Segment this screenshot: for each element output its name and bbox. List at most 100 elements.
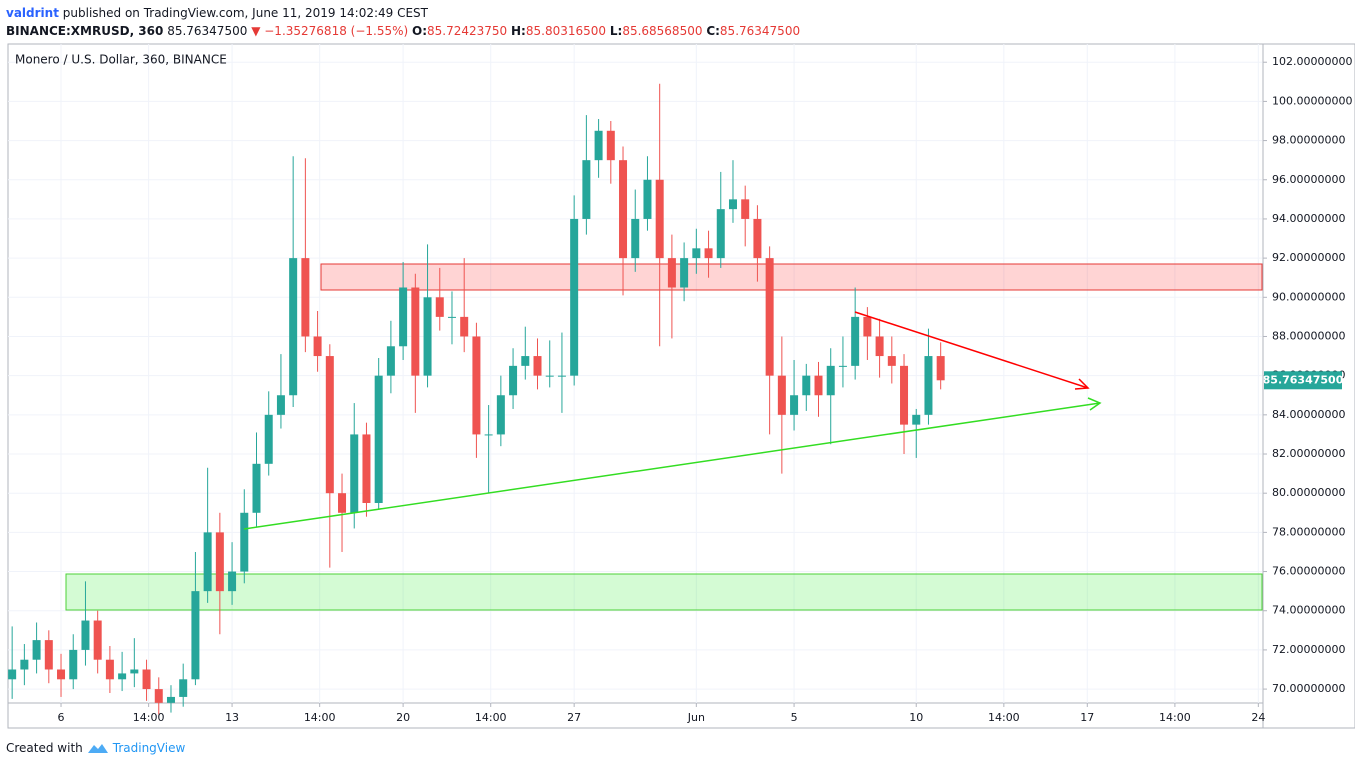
created-with: Created with [6,741,83,755]
candle-body [460,316,469,337]
candle-body [264,414,273,464]
x-tick-label: Jun [687,711,705,724]
candle-body [631,218,640,259]
candle-body [594,130,603,161]
candle-body [289,258,298,396]
candle-body [435,297,444,317]
candle-body [582,160,591,219]
quote-key: L: [609,24,623,38]
price-tag-label: 85.76347500 [1263,373,1344,386]
candle-body [142,669,151,690]
x-tick-label: 20 [396,711,410,724]
candle-body [704,248,713,259]
candle-body [496,395,505,435]
candle-body [484,434,493,436]
candle-body [900,365,909,425]
candle-body [692,248,701,259]
candle-body [826,365,835,396]
candle-body [215,532,224,592]
candle-body [69,649,78,680]
x-tick-label: 24 [1251,711,1265,724]
chart: Monero / U.S. Dollar, 360, BINANCE 70.00… [7,43,1355,729]
candle-body [32,640,41,660]
candle-body [875,336,884,357]
x-tick-label: 10 [909,711,923,724]
candle-body [619,160,628,259]
x-tick-label: 27 [567,711,581,724]
y-tick-label: 102.00000000 [1272,55,1352,68]
candle-body [374,375,383,503]
symbol: BINANCE:XMRUSD, 360 [6,24,164,38]
support-trendline [243,402,1101,530]
quote-line: BINANCE:XMRUSD, 360 85.76347500 ▼ −1.352… [6,22,800,40]
candle-body [533,356,542,376]
candle-body [545,375,554,377]
candle-body [44,640,53,670]
candle-body [765,258,774,376]
candle-body [276,395,285,415]
candle-body [362,434,371,503]
candle-body [936,356,945,381]
candle-body [887,356,896,366]
candle-body [863,316,872,337]
candle-body [423,297,432,376]
candle-body [777,375,786,415]
y-tick-label: 70.00000000 [1272,682,1345,695]
candle-body [728,199,737,210]
y-tick-label: 78.00000000 [1272,525,1345,538]
candle-body [350,434,359,513]
quote-value: 85.68568500 [622,24,703,38]
footer: Created with TradingView [6,741,185,755]
candle-body [240,512,249,572]
y-tick-label: 96.00000000 [1272,173,1345,186]
quote-key: H: [511,24,526,38]
candle-body [741,199,750,219]
y-tick-label: 98.00000000 [1272,134,1345,147]
x-tick-label: 17 [1080,711,1094,724]
quote-value: 85.72423750 [427,24,508,38]
y-tick-label: 84.00000000 [1272,408,1345,421]
resistance-trendline [854,311,1089,389]
quote-value: 85.80316500 [525,24,607,38]
ohlc-quote: O:85.72423750 H:85.80316500 L:85.6856850… [412,24,800,38]
logo [87,744,108,753]
candle-body [643,179,652,219]
price-tag [1264,371,1342,390]
candle-body [753,218,762,259]
candle-body [802,375,811,396]
candle-body [20,659,29,670]
arrowhead [1087,397,1102,411]
x-tick-label: 14:00 [988,711,1020,724]
y-tick-label: 72.00000000 [1272,643,1345,656]
candle-body [301,258,310,337]
candle-body [191,591,200,680]
x-tick-label: 5 [791,711,798,724]
candle-body [447,316,456,318]
x-tick-label: 14:00 [475,711,507,724]
candle-body [557,375,566,377]
candle-body [8,669,17,680]
price: 85.76347500 [167,24,248,38]
y-tick-label: 74.00000000 [1272,604,1345,617]
quote-value: 85.76347500 [719,24,801,38]
publish-line: valdrint published on TradingView.com, J… [6,4,800,22]
candle-body [472,336,481,435]
candle-body [93,620,102,660]
y-tick-label: 76.00000000 [1272,565,1345,578]
y-tick-label: 80.00000000 [1272,486,1345,499]
y-tick-label: 94.00000000 [1272,212,1345,225]
candle-body [509,365,518,396]
y-tick-label: 88.00000000 [1272,329,1345,342]
resistance-zone [320,263,1263,291]
y-tick-label: 92.00000000 [1272,251,1345,264]
candle-body [924,356,933,415]
grid [8,44,1262,703]
candle-body [716,209,725,259]
author[interactable]: valdrint [6,6,59,20]
quote-key: O: [412,24,428,38]
candle-body [521,356,530,366]
candle-body [606,130,615,161]
candle-body [105,659,114,680]
brand[interactable]: TradingView [112,741,186,755]
